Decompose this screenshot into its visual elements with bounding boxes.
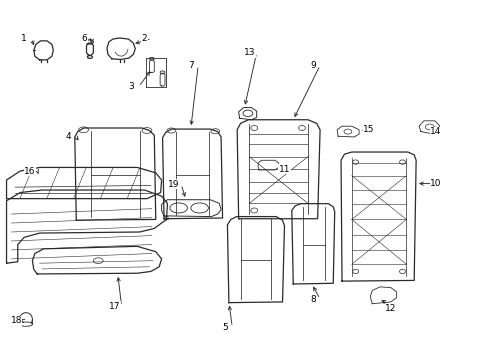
Ellipse shape xyxy=(243,110,252,117)
Polygon shape xyxy=(238,108,256,120)
Text: 13: 13 xyxy=(243,48,255,57)
Ellipse shape xyxy=(190,203,208,213)
Text: 6: 6 xyxy=(81,34,87,43)
Text: 8: 8 xyxy=(309,294,315,303)
Text: 17: 17 xyxy=(108,302,120,311)
Ellipse shape xyxy=(87,55,92,58)
Polygon shape xyxy=(163,217,168,220)
Text: 9: 9 xyxy=(309,61,315,70)
Polygon shape xyxy=(6,190,167,263)
Ellipse shape xyxy=(343,129,351,134)
Polygon shape xyxy=(258,160,278,170)
Ellipse shape xyxy=(20,313,32,325)
Polygon shape xyxy=(161,200,221,217)
Ellipse shape xyxy=(20,322,32,326)
Polygon shape xyxy=(107,38,135,59)
Text: 5: 5 xyxy=(222,323,227,332)
Text: 16: 16 xyxy=(24,167,36,176)
Polygon shape xyxy=(86,43,93,55)
Text: 3: 3 xyxy=(128,82,134,91)
Ellipse shape xyxy=(86,40,93,44)
Polygon shape xyxy=(237,120,320,219)
Ellipse shape xyxy=(142,128,152,134)
Ellipse shape xyxy=(210,129,219,134)
Text: 2: 2 xyxy=(142,34,147,43)
Text: 15: 15 xyxy=(363,125,374,134)
Polygon shape xyxy=(336,126,358,137)
Ellipse shape xyxy=(352,269,358,274)
Ellipse shape xyxy=(250,208,257,213)
Ellipse shape xyxy=(399,269,405,274)
Ellipse shape xyxy=(169,203,187,213)
Polygon shape xyxy=(149,60,154,72)
Ellipse shape xyxy=(79,127,88,133)
Text: 18: 18 xyxy=(11,316,22,325)
Polygon shape xyxy=(369,287,396,304)
Polygon shape xyxy=(162,129,222,219)
Text: 12: 12 xyxy=(385,304,396,313)
Polygon shape xyxy=(6,167,161,199)
Text: 14: 14 xyxy=(429,127,441,136)
Polygon shape xyxy=(34,41,53,60)
Ellipse shape xyxy=(298,126,305,131)
Polygon shape xyxy=(32,246,161,274)
Ellipse shape xyxy=(93,258,103,264)
Ellipse shape xyxy=(250,126,257,131)
Polygon shape xyxy=(75,128,156,220)
Polygon shape xyxy=(160,73,164,86)
Polygon shape xyxy=(340,152,415,281)
Ellipse shape xyxy=(160,71,164,74)
Ellipse shape xyxy=(425,124,433,130)
Text: 10: 10 xyxy=(429,179,441,188)
Text: 19: 19 xyxy=(168,180,179,189)
Text: 7: 7 xyxy=(187,61,193,70)
Ellipse shape xyxy=(298,208,305,213)
Polygon shape xyxy=(227,217,284,303)
Polygon shape xyxy=(291,204,334,284)
Ellipse shape xyxy=(149,57,154,60)
Ellipse shape xyxy=(352,160,358,164)
Ellipse shape xyxy=(399,160,405,164)
Text: 4: 4 xyxy=(65,132,71,141)
Polygon shape xyxy=(418,121,439,134)
Text: 1: 1 xyxy=(21,34,27,43)
Ellipse shape xyxy=(166,128,175,133)
Text: 11: 11 xyxy=(278,165,290,174)
